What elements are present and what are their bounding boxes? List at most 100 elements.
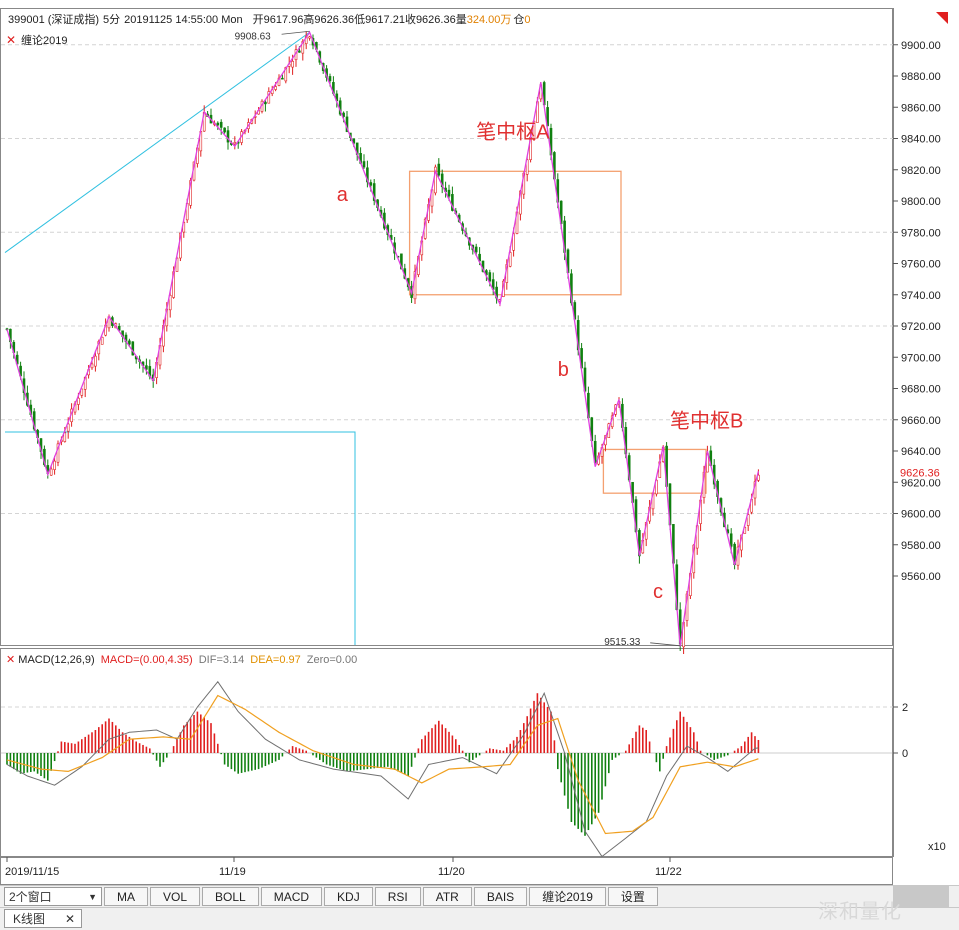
- last-price-tag: 9626.36: [896, 465, 948, 480]
- macd-dif-line: [6, 680, 759, 858]
- macd-y-axis: 20: [893, 702, 908, 760]
- candle: [294, 45, 298, 67]
- y-tick-label: 9860.00: [901, 102, 941, 114]
- y-tick-label: 9780.00: [901, 227, 941, 239]
- watermark: 深和量化: [818, 901, 902, 923]
- svg-text:9626.36: 9626.36: [900, 467, 940, 479]
- candlestick-series: [5, 31, 760, 654]
- macd-y-tick-label: 2: [902, 702, 908, 714]
- macd-dea-line: [6, 694, 759, 835]
- main-panel-frame: [0, 8, 893, 646]
- boll-button[interactable]: BOLL: [202, 887, 259, 906]
- zhongshu-box: [602, 448, 707, 494]
- zhongshu-box: [408, 170, 622, 296]
- bi-stroke-line: [6, 30, 760, 647]
- y-tick-label: 9620.00: [901, 477, 941, 489]
- macd-multiplier: x10: [928, 841, 946, 853]
- candle: [733, 542, 736, 570]
- y-tick-label: 9600.00: [901, 509, 941, 521]
- x-axis-frame: [0, 857, 893, 885]
- svg-text:9908.63: 9908.63: [235, 31, 272, 42]
- candle: [495, 281, 498, 304]
- toolbar-spacer: [893, 886, 949, 908]
- candle: [362, 154, 366, 169]
- macd-header: ✕ MACD(12,26,9) MACD=(0.00,4.35) DIF=3.14 D…: [6, 654, 357, 666]
- svg-text:9515.33: 9515.33: [604, 637, 641, 648]
- vol-button[interactable]: VOL: [150, 887, 201, 906]
- y-tick-label: 9900.00: [901, 40, 941, 52]
- price-grid: [1, 44, 893, 514]
- y-tick-label: 9820.00: [901, 165, 941, 177]
- y-tick-label: 9760.00: [901, 259, 941, 271]
- y-tick-label: 9660.00: [901, 415, 941, 427]
- y-tick-label: 9740.00: [901, 290, 941, 302]
- cyan-trend-line: [4, 31, 310, 253]
- candle: [80, 388, 84, 399]
- ma-button[interactable]: MA: [104, 887, 148, 906]
- zhongshu-layer: [408, 170, 707, 494]
- y-tick-label: 9840.00: [901, 134, 941, 146]
- settings-button[interactable]: 设置: [607, 887, 658, 906]
- y-tick-label: 9560.00: [901, 571, 941, 583]
- annotation-label: a: [337, 184, 349, 206]
- candle: [223, 127, 226, 134]
- candle: [281, 74, 284, 80]
- candle: [437, 158, 441, 177]
- candle: [372, 179, 376, 206]
- y-tick-label: 9700.00: [901, 352, 941, 364]
- y-tick-label: 9680.00: [901, 384, 941, 396]
- macd-button[interactable]: MACD: [260, 887, 323, 906]
- candle: [219, 119, 223, 135]
- y-tick-label: 9800.00: [901, 196, 941, 208]
- candle: [216, 121, 220, 130]
- macd-y-tick-label: 0: [902, 748, 908, 760]
- svg-text:缠论2019: 缠论2019: [21, 33, 67, 47]
- high-marker: 9908.63: [235, 30, 310, 42]
- atr-button[interactable]: ATR: [422, 887, 472, 906]
- window-count-select[interactable]: 2个窗口 ▼: [4, 887, 102, 906]
- x-tick-label: 11/19: [219, 866, 246, 878]
- candle: [117, 323, 121, 332]
- cyan-box-line: [5, 431, 356, 645]
- candle: [440, 169, 444, 194]
- annotation-layer: a 笔中枢A b 笔中枢B c: [337, 121, 744, 603]
- y-axis-area: [893, 8, 955, 857]
- y-tick-label: 9640.00: [901, 446, 941, 458]
- chevron-down-icon: ▼: [88, 892, 97, 902]
- x-tick-label: 2019/11/15: [5, 866, 59, 878]
- candle: [53, 455, 56, 475]
- candle: [94, 350, 97, 372]
- tab-bar: K线图 ✕: [0, 907, 959, 930]
- candle: [56, 440, 60, 467]
- annotation-label: b: [558, 359, 569, 381]
- tab-kline[interactable]: K线图 ✕: [4, 909, 82, 928]
- kdj-button[interactable]: KDJ: [324, 887, 373, 906]
- y-tick-label: 9880.00: [901, 71, 941, 83]
- chanlun-button[interactable]: 缠论2019: [529, 887, 606, 906]
- close-icon[interactable]: ✕: [6, 33, 16, 47]
- macd-histogram: [6, 693, 760, 836]
- corner-flag-icon: [936, 12, 948, 24]
- indicator-label[interactable]: ✕ 缠论2019: [6, 33, 67, 47]
- annotation-label: 笔中枢B: [670, 410, 743, 433]
- candle: [366, 160, 369, 188]
- chart-canvas[interactable]: 9560.00 9580.00 9600.00 9620.00 9640.00 9660.…: [0, 0, 959, 885]
- macd-panel-frame: [0, 648, 893, 857]
- candle: [308, 35, 311, 41]
- bais-button[interactable]: BAIS: [473, 887, 528, 906]
- y-tick-label: 9720.00: [901, 321, 941, 333]
- close-icon[interactable]: ✕: [64, 912, 75, 926]
- annotation-label: c: [653, 581, 663, 603]
- x-tick-label: 11/22: [655, 866, 682, 878]
- price-y-axis: 9560.00 9580.00 9600.00 9620.00 9640.00 9660.…: [893, 40, 941, 583]
- candle: [131, 341, 135, 356]
- annotation-label: 笔中枢A: [476, 121, 550, 144]
- rsi-button[interactable]: RSI: [374, 887, 421, 906]
- x-axis: 2019/11/15 11/19 11/20 11/22: [5, 857, 682, 878]
- candle: [413, 264, 417, 305]
- x-tick-label: 11/20: [438, 866, 465, 878]
- candle: [434, 164, 437, 196]
- low-marker: 9515.33: [604, 637, 681, 648]
- candle: [168, 291, 172, 318]
- candle: [100, 336, 104, 345]
